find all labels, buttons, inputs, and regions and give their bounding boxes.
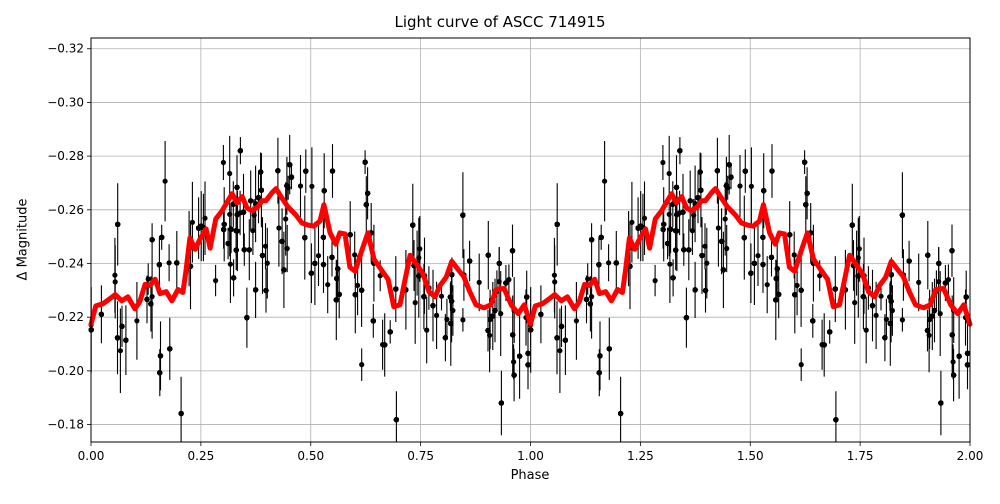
y-tick-label: −0.32	[47, 42, 84, 56]
x-tick-label: 1.50	[737, 449, 764, 463]
x-tick-label: 0.25	[188, 449, 215, 463]
x-tick-label: 1.25	[627, 449, 654, 463]
x-tick-label: 0.00	[78, 449, 105, 463]
y-axis-ticks: −0.32 −0.30 −0.28 −0.26 −0.24 −0.22 −0.20 −0.18	[47, 42, 91, 432]
x-tick-label: 1.00	[517, 449, 544, 463]
data-points	[88, 148, 971, 423]
chart-title: Light curve of ASCC 714915	[394, 13, 606, 31]
y-tick-label: −0.28	[47, 149, 84, 163]
y-tick-label: −0.24	[47, 256, 84, 270]
x-tick-label: 0.50	[297, 449, 324, 463]
x-axis-ticks: 0.00 0.25 0.50 0.75 1.00 1.25 1.50 1.75 2.00	[78, 442, 984, 463]
x-tick-label: 2.00	[957, 449, 984, 463]
y-tick-label: −0.20	[47, 364, 84, 378]
y-tick-label: −0.26	[47, 203, 84, 217]
grid-lines	[90, 38, 971, 442]
y-tick-label: −0.22	[47, 310, 84, 324]
y-tick-label: −0.18	[47, 418, 84, 432]
y-axis-label: Δ Magnitude	[15, 198, 31, 281]
smoothed-curve-line	[88, 186, 973, 327]
x-axis-label: Phase	[510, 468, 550, 483]
x-tick-label: 0.75	[407, 449, 434, 463]
y-tick-label: −0.30	[47, 95, 84, 109]
x-tick-label: 1.75	[847, 449, 874, 463]
